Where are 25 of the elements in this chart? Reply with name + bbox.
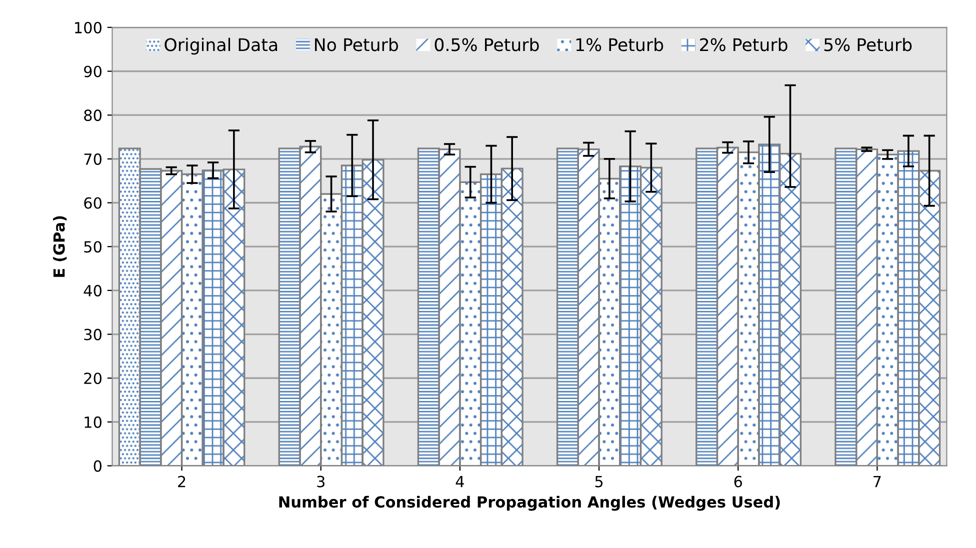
y-tick-label: 60: [84, 197, 102, 209]
y-tick-label: 80: [84, 110, 102, 122]
legend-label: 0.5% Peturb: [434, 38, 539, 52]
y-tick-label: 90: [84, 66, 102, 78]
x-tick-label: 3: [317, 476, 324, 488]
legend-label: No Peturb: [315, 38, 398, 52]
x-tick-label: 4: [456, 476, 464, 488]
y-tick-label: 20: [84, 372, 102, 384]
y-tick-label: 0: [94, 460, 102, 472]
legend-label: 5% Peturb: [824, 38, 912, 52]
x-axis-title: Number of Considered Propagation Angles (Wedges Used): [279, 496, 780, 511]
y-tick-label: 50: [84, 241, 102, 253]
y-tick-label: 10: [84, 416, 102, 428]
x-tick-label: 2: [178, 476, 186, 488]
legend-label: 2% Peturb: [700, 38, 788, 52]
x-tick-label: 5: [595, 476, 603, 488]
y-axis-title: E (GPa): [53, 216, 67, 277]
x-tick-label: 6: [734, 476, 742, 488]
y-tick-label: 30: [84, 328, 102, 340]
y-tick-label: 100: [75, 22, 102, 34]
legend-label: Original Data: [164, 38, 278, 55]
y-tick-label: 40: [84, 284, 102, 296]
y-tick-label: 70: [84, 153, 102, 165]
x-tick-label: 7: [874, 476, 881, 488]
legend-label: 1% Peturb: [576, 38, 664, 52]
